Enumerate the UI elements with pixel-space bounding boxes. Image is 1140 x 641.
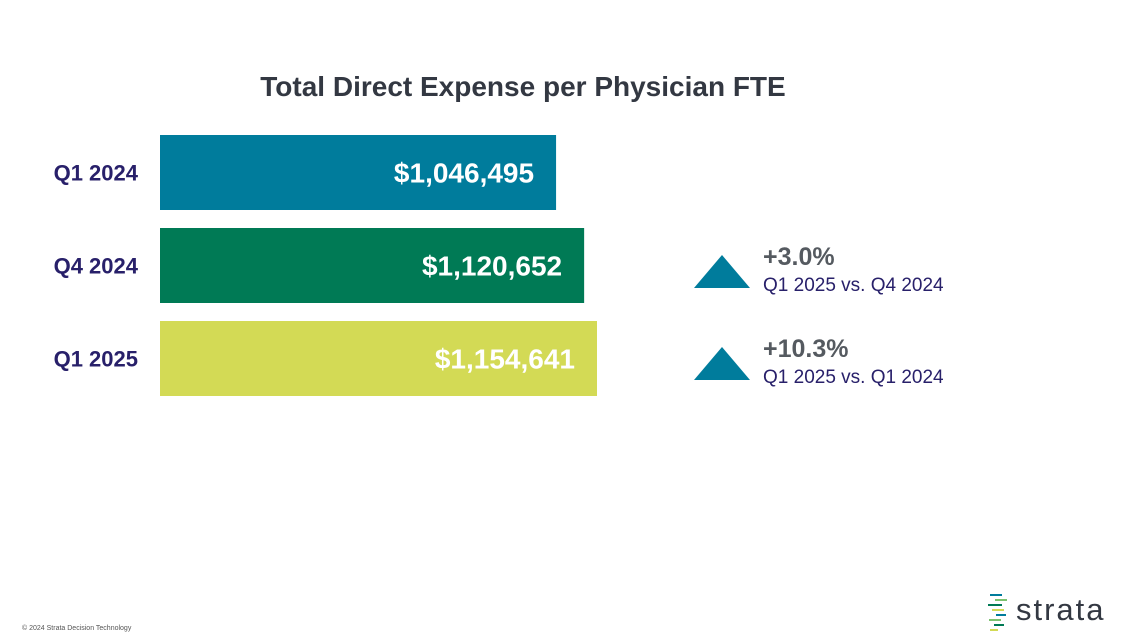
change-label: Q1 2025 vs. Q4 2024 [763, 275, 944, 296]
logo-text: strata [1016, 592, 1106, 627]
value-label: $1,046,495 [394, 158, 534, 189]
change-percent: +3.0% [763, 243, 835, 271]
strata-logo: strata [986, 592, 1126, 634]
chart-title: Total Direct Expense per Physician FTE [260, 71, 786, 102]
category-label: Q4 2024 [54, 254, 139, 279]
value-label: $1,120,652 [422, 251, 562, 282]
strata-logo-icon [988, 594, 1007, 631]
bar-q4-2024 [160, 228, 585, 303]
category-label: Q1 2025 [54, 347, 138, 372]
up-arrow-icon [694, 255, 750, 288]
change-label: Q1 2025 vs. Q1 2024 [763, 367, 944, 388]
up-arrow-icon [694, 347, 750, 380]
bar-q1-2024 [160, 135, 557, 210]
value-label: $1,154,641 [435, 344, 575, 375]
bar-q1-2025 [160, 321, 597, 396]
category-label: Q1 2024 [54, 161, 139, 186]
change-percent: +10.3% [763, 335, 849, 363]
copyright: © 2024 Strata Decision Technology [22, 625, 132, 632]
